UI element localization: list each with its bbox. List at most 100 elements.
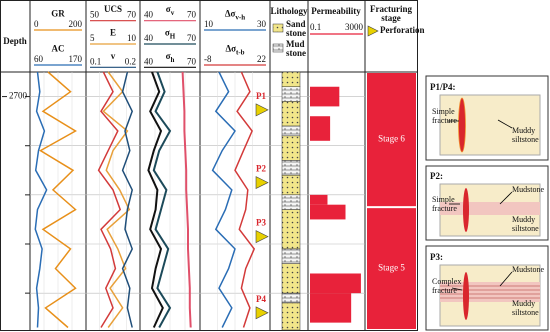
curve-name-symbol: σ: [166, 4, 171, 14]
scale-max: 0.2: [125, 56, 136, 66]
curve-name-symbol: GR: [51, 8, 65, 18]
perforation-label: P1: [256, 91, 266, 101]
panel-label: Mudstone: [512, 265, 544, 274]
scale-min: 10: [204, 19, 214, 29]
log-curve: [121, 71, 134, 328]
stage-title: Fracturing stage: [370, 4, 412, 23]
panel-label: Simple fracture: [432, 195, 457, 213]
perforation-marker: [255, 230, 269, 244]
curve-name: UCS: [104, 4, 122, 14]
scale-min: 40: [144, 10, 154, 20]
curve-name: GR: [51, 8, 65, 18]
track-separators: [29, 0, 366, 331]
stage-interval: [367, 208, 416, 329]
scale-max: 70: [187, 33, 197, 43]
scale-min: 5: [90, 33, 95, 43]
permeability-bar: [310, 86, 340, 107]
panel-p1p4: P1/P4: Simple fracture Muddy siltstone: [425, 75, 549, 161]
curve-name-symbol: σ: [165, 28, 170, 38]
log-curve: [147, 71, 164, 328]
perforation-label: P4: [256, 294, 266, 304]
scale-min: 50: [90, 10, 100, 20]
curve-name: v: [111, 51, 116, 61]
perforation-marker: [255, 103, 269, 117]
lithology-interval: [281, 71, 301, 87]
permeability-bar: [310, 116, 331, 141]
scale-min: -8: [204, 54, 212, 64]
lithology-interval: [281, 135, 301, 161]
log-curve: [211, 71, 236, 328]
scale-min: 40: [144, 33, 154, 43]
scale-max: 30: [257, 19, 267, 29]
perforation-legend: Perforation: [380, 25, 424, 35]
curve-name-symbol: Δσ: [225, 43, 236, 53]
curve-name-sub: v: [171, 9, 175, 17]
scale-max: 200: [69, 19, 83, 29]
stage-interval: [367, 73, 416, 207]
scale-min: 0: [34, 19, 39, 29]
lithology-interval: [281, 209, 301, 250]
lithology-interval: [281, 248, 301, 264]
lithology-interval: [281, 174, 301, 196]
scale-min: 60: [34, 54, 44, 64]
permeability-bar: [310, 204, 346, 220]
scale-max: 22: [257, 54, 266, 64]
curve-name: σh: [166, 51, 175, 64]
curve-name: σv: [166, 4, 175, 17]
lithology-interval: [281, 160, 301, 176]
scale-max: 70: [127, 10, 137, 20]
lithology-interval: [281, 263, 301, 294]
log-curve: [39, 71, 77, 329]
curve-name-symbol: AC: [52, 43, 65, 53]
panel-label: Muddy siltstone: [512, 126, 539, 144]
depth-label: 2700: [9, 91, 28, 101]
scale-max: 170: [69, 54, 83, 64]
curve-name: E: [110, 28, 116, 38]
panel-label: Simple fracture: [432, 107, 457, 125]
stage-label: Stage 6: [378, 134, 405, 144]
permeability-bar: [310, 273, 361, 294]
permeability-title: Permeability: [311, 6, 361, 16]
lithology-interval: [281, 125, 301, 137]
curve-name: Δσv-h: [225, 8, 245, 21]
log-curve: [34, 71, 48, 328]
permeability-bar: [310, 293, 352, 323]
lithology-title: Lithology: [270, 6, 308, 16]
curve-name-symbol: E: [110, 28, 116, 38]
lithology-interval: [281, 292, 301, 304]
scale-min: 0.1: [310, 22, 321, 32]
scale-max: 3000: [345, 22, 364, 32]
perforation-label: P3: [256, 218, 266, 228]
lithology-interval: [281, 101, 301, 127]
perforation-label: P2: [256, 164, 266, 174]
lithology-interval: [281, 86, 301, 102]
panel-label: Muddy siltstone: [512, 215, 539, 233]
log-curve: [102, 71, 131, 328]
lithology-interval: [281, 194, 301, 210]
perforation-marker: [255, 176, 269, 190]
scale-max: 10: [127, 33, 137, 43]
perforation-legend-icon: [367, 25, 379, 37]
stage-label: Stage 5: [378, 263, 405, 273]
curve-name-sub: t-b: [236, 48, 245, 56]
lithology-interval: [281, 302, 301, 331]
curve-name: Δσt-b: [225, 43, 244, 56]
curve-name-symbol: UCS: [104, 4, 122, 14]
panel-label: Muddy siltstone: [512, 299, 539, 317]
scale-max: 70: [187, 10, 197, 20]
panel-label: Mudstone: [512, 185, 544, 194]
log-curve: [152, 71, 172, 328]
curve-name-symbol: Δσ: [225, 8, 236, 18]
panel-title: P1/P4:: [430, 82, 456, 92]
curve-name: AC: [52, 43, 65, 53]
scale-min: 40: [144, 56, 154, 66]
curve-name-sub: v-h: [235, 13, 245, 21]
legend-swatch: [272, 43, 284, 53]
legend-label: Mud stone: [286, 39, 306, 58]
curve-name-symbol: v: [111, 51, 116, 61]
panel-p3: P3: Complex fracture Mudstone Muddy siltst…: [425, 245, 549, 331]
perforation-marker: [255, 306, 269, 320]
legend-label: Sand stone: [286, 19, 306, 38]
scale-min: 0.1: [90, 56, 101, 66]
